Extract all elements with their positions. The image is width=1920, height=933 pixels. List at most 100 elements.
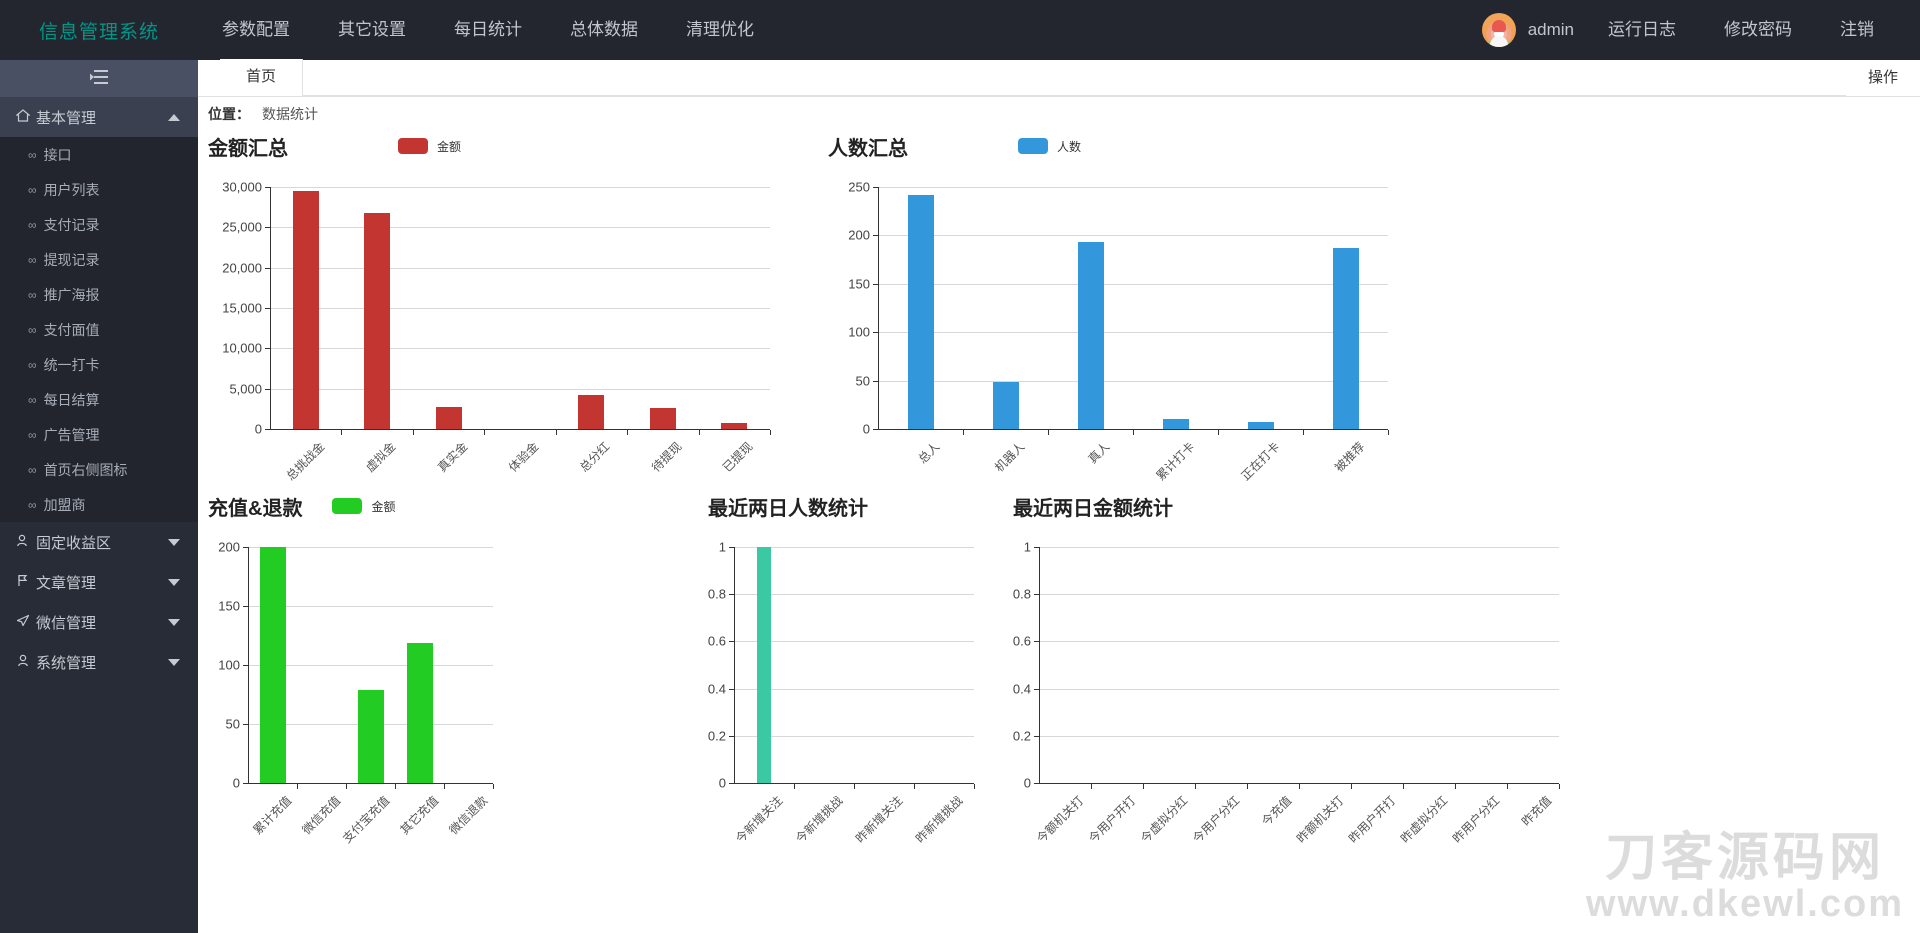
grid-line xyxy=(271,348,770,350)
logout-link[interactable]: 注销 xyxy=(1840,20,1874,39)
y-tick-mark xyxy=(873,332,878,334)
x-tick-mark xyxy=(1303,430,1304,435)
sidebar-item-promo-poster[interactable]: ∞ 推广海报 xyxy=(0,277,198,312)
grid-line xyxy=(735,641,974,643)
top-nav-item-2[interactable]: 每日统计 xyxy=(454,20,522,39)
y-tick-label: 15,000 xyxy=(222,300,262,316)
bar[interactable] xyxy=(649,408,676,429)
legend-swatch[interactable] xyxy=(398,138,428,154)
x-tick-mark xyxy=(974,784,975,789)
tab-home[interactable]: 首页 xyxy=(220,59,304,96)
y-tick-label: 100 xyxy=(848,324,870,340)
flag-icon xyxy=(16,574,34,590)
chart-card-two-day-people: 最近两日人数统计 0 0.2 0.4 0.6 0.8 1 今新增关注 今新增挑战 昨新增关注 昨新… xyxy=(708,491,1038,846)
sidebar-item-franchisee[interactable]: ∞ 加盟商 xyxy=(0,487,198,522)
sidebar-item-label: 每日结算 xyxy=(43,391,100,408)
sidebar-item-label: 推广海报 xyxy=(43,286,100,303)
y-tick-label: 0.6 xyxy=(1012,633,1031,649)
sidebar-item-label: 统一打卡 xyxy=(43,356,100,373)
x-tick-mark xyxy=(484,430,486,435)
top-nav-item-3[interactable]: 总体数据 xyxy=(570,20,638,39)
y-tick-label: 0 xyxy=(862,421,870,437)
grid-line xyxy=(249,547,493,548)
x-axis-line xyxy=(734,783,974,784)
legend-swatch[interactable] xyxy=(332,498,363,514)
x-tick-mark xyxy=(1299,784,1300,789)
x-tick-mark xyxy=(1403,784,1404,789)
y-tick-label: 1 xyxy=(1023,539,1031,555)
chart-header: 最近两日人数统计 xyxy=(708,491,1038,521)
x-tick-mark xyxy=(627,430,629,435)
x-tick-mark xyxy=(794,784,795,789)
chart-card-recharge-refund: 充值&退款 金额 0 50 100 150 200 累计充值 微信充值 支付宝充值 其它充值 微信… xyxy=(208,491,608,846)
chart-title: 人数汇总 xyxy=(828,137,908,160)
x-axis-line xyxy=(878,429,1388,430)
sidebar-item-ad-management[interactable]: ∞ 广告管理 xyxy=(0,417,198,452)
app-brand[interactable]: 信息管理系统 xyxy=(38,21,159,43)
username-label: admin xyxy=(1527,20,1574,39)
sidebar-item-label: 用户列表 xyxy=(43,181,100,198)
chart-plot-area: 0 50 100 150 200 累计充值 微信充值 支付宝充值 其它充值 微信退款 xyxy=(218,540,494,846)
sidebar-item-daily-settlement[interactable]: ∞ 每日结算 xyxy=(0,382,198,417)
sidebar-item-user-list[interactable]: ∞ 用户列表 xyxy=(0,172,198,207)
top-nav-item-0[interactable]: 参数配置 xyxy=(222,20,290,39)
bar[interactable] xyxy=(1077,242,1104,429)
bar[interactable] xyxy=(292,191,319,429)
sidebar-item-payment-denomination[interactable]: ∞ 支付面值 xyxy=(0,312,198,347)
x-axis-line xyxy=(270,429,770,430)
y-tick-label: 5,000 xyxy=(229,381,262,397)
bar[interactable] xyxy=(1332,247,1359,429)
top-nav-item-1[interactable]: 其它设置 xyxy=(338,20,406,39)
sidebar-item-home-right-icons[interactable]: ∞ 首页右侧图标 xyxy=(0,452,198,487)
sidebar-group-basic[interactable]: 基本管理 xyxy=(0,97,198,137)
tab-operations-button[interactable]: 操作 xyxy=(1867,69,1898,86)
bar[interactable] xyxy=(1247,422,1274,429)
bar[interactable] xyxy=(907,194,934,429)
change-password-link[interactable]: 修改密码 xyxy=(1724,20,1792,39)
sidebar-group-article[interactable]: 文章管理 xyxy=(0,562,198,602)
y-tick-label: 20,000 xyxy=(222,260,262,276)
bar[interactable] xyxy=(357,689,384,783)
sidebar-group-wechat[interactable]: 微信管理 xyxy=(0,602,198,642)
sidebar-collapse-button[interactable] xyxy=(0,60,198,97)
grid-line xyxy=(249,665,493,666)
runtime-log-link[interactable]: 运行日志 xyxy=(1608,20,1676,39)
link-icon: ∞ xyxy=(28,462,37,477)
sidebar-item-interface[interactable]: ∞ 接口 xyxy=(0,137,198,172)
bar[interactable] xyxy=(1162,419,1189,429)
y-tick-mark xyxy=(873,187,878,188)
sidebar-group-label-article: 文章管理 xyxy=(36,574,97,592)
bar[interactable] xyxy=(578,395,605,429)
sidebar-item-withdraw-records[interactable]: ∞ 提现记录 xyxy=(0,242,198,277)
grid-line xyxy=(1040,547,1559,548)
x-tick-mark xyxy=(854,784,855,789)
y-tick-mark xyxy=(1034,594,1039,596)
avatar[interactable] xyxy=(1481,13,1516,47)
sidebar-group-system[interactable]: 系统管理 xyxy=(0,642,198,682)
x-tick-mark xyxy=(555,430,557,435)
sidebar-group-fixed-income[interactable]: 固定收益区 xyxy=(0,522,198,562)
bar[interactable] xyxy=(259,547,286,783)
chart-header: 人数汇总 人数 xyxy=(828,131,1418,161)
bar[interactable] xyxy=(435,407,462,429)
bar[interactable] xyxy=(364,212,391,429)
y-tick-label: 0.2 xyxy=(707,728,726,744)
x-tick-label: 今虚拟分红 xyxy=(1137,793,1191,846)
bar[interactable] xyxy=(992,381,1019,429)
top-nav-item-4[interactable]: 清理优化 xyxy=(686,20,754,39)
chart-header: 最近两日金额统计 xyxy=(1013,491,1633,521)
sidebar-item-unified-checkin[interactable]: ∞ 统一打卡 xyxy=(0,347,198,382)
legend-swatch[interactable] xyxy=(1018,138,1048,154)
grid-line xyxy=(735,547,974,548)
paper-plane-icon xyxy=(16,614,34,630)
grid-line xyxy=(1040,641,1559,643)
bar[interactable] xyxy=(406,642,433,783)
breadcrumb: 位置： 数据统计 xyxy=(198,97,1920,131)
bar[interactable] xyxy=(757,547,771,783)
tab-filler xyxy=(303,59,1846,96)
y-tick-mark xyxy=(243,547,248,548)
x-tick-mark xyxy=(770,430,771,435)
bar[interactable] xyxy=(721,422,748,429)
y-tick-label: 25,000 xyxy=(222,219,262,235)
sidebar-item-payment-records[interactable]: ∞ 支付记录 xyxy=(0,207,198,242)
